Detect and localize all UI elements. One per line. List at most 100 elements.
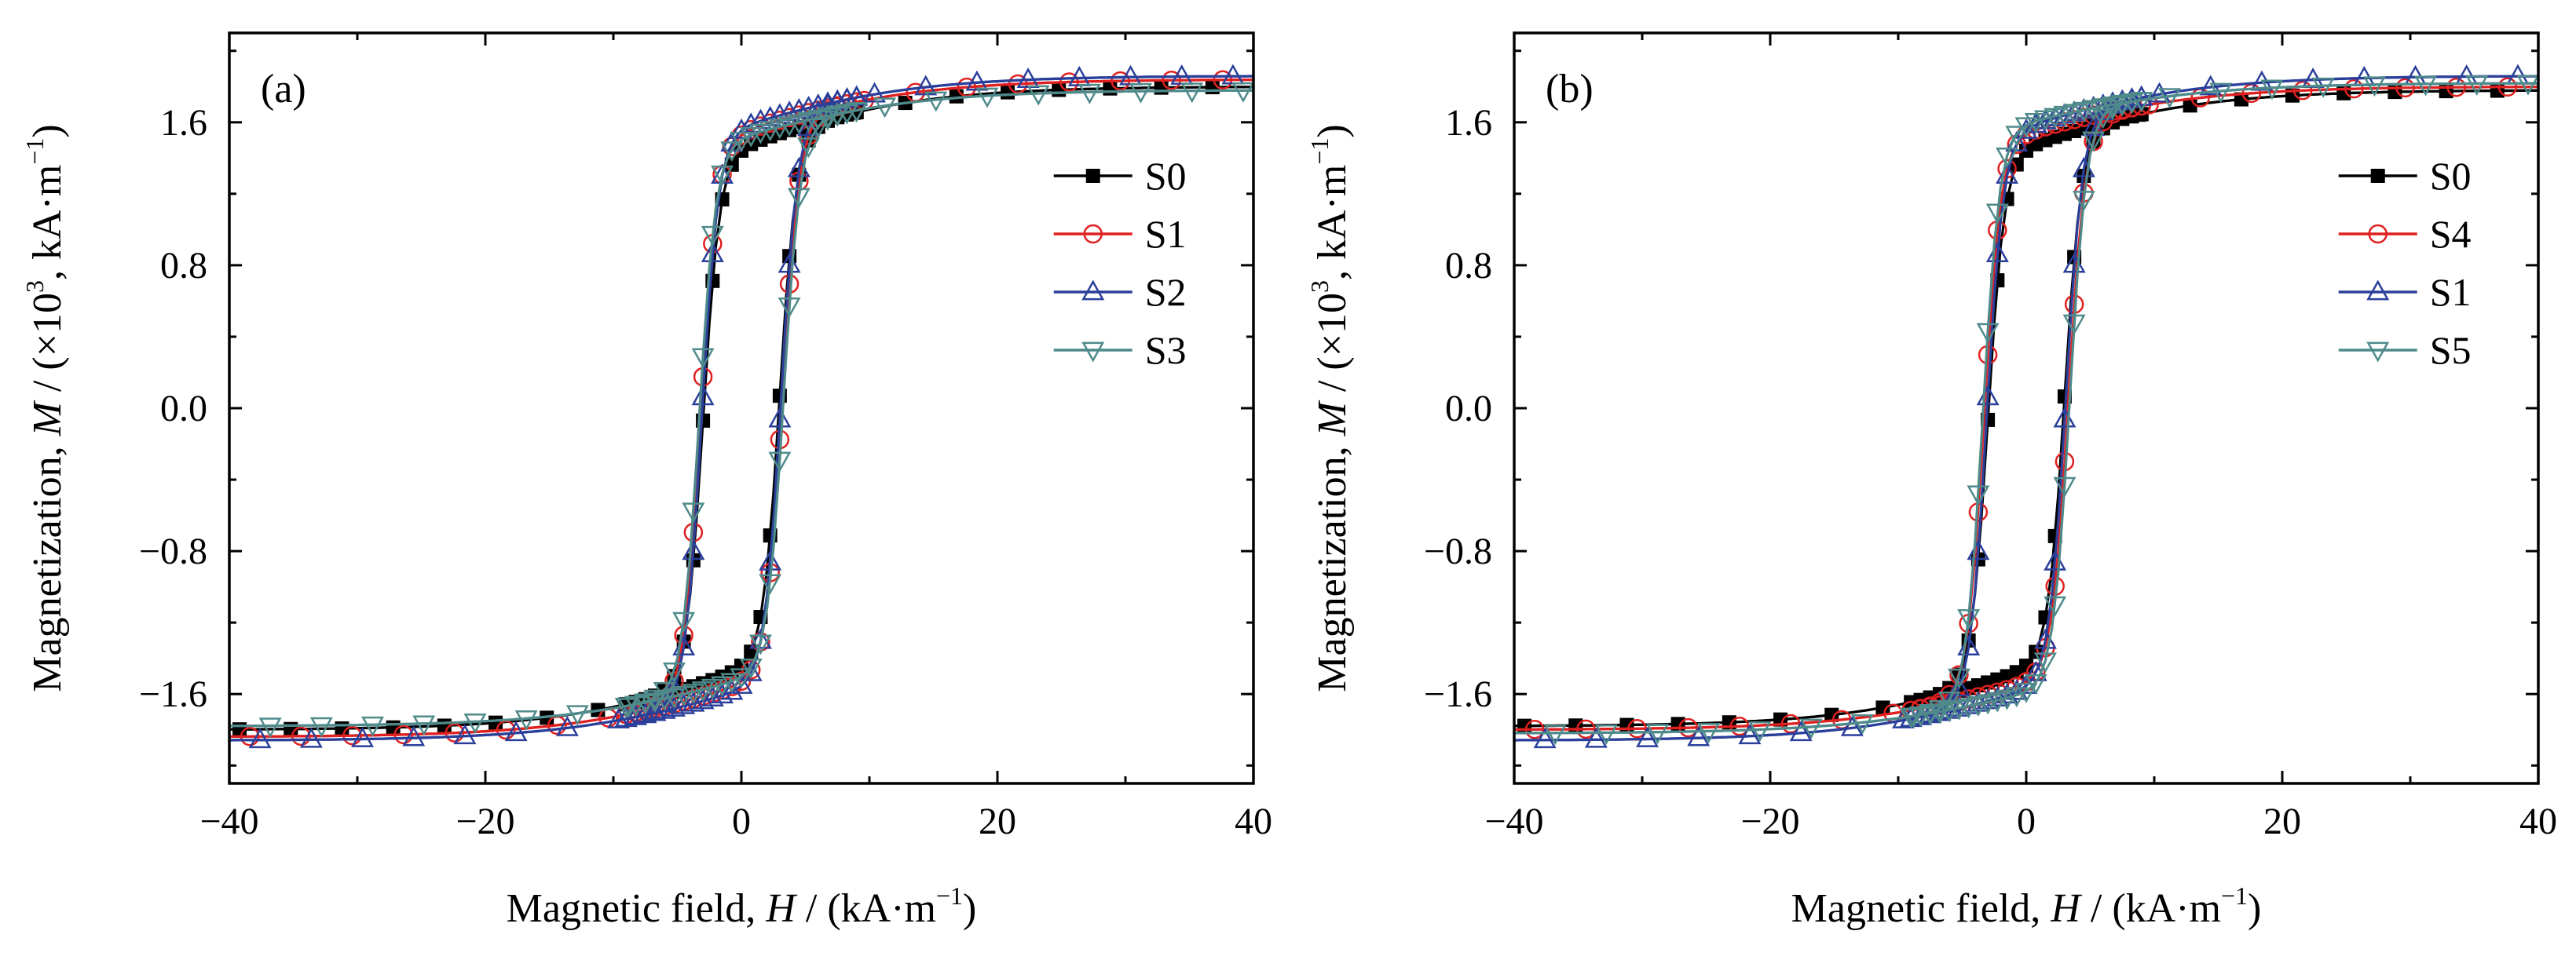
y-tick-label: 0.8 bbox=[1445, 245, 1492, 287]
x-tick-label: 0 bbox=[732, 801, 751, 842]
legend-marker bbox=[1081, 279, 1105, 301]
legend-marker bbox=[1083, 224, 1103, 244]
series-s3-point bbox=[412, 715, 436, 736]
series-s1-point bbox=[1738, 724, 1762, 745]
series-s3-point bbox=[873, 97, 897, 119]
series-s2-point bbox=[768, 407, 792, 428]
series-s2-point bbox=[914, 75, 938, 96]
series-s3-point bbox=[748, 634, 772, 655]
series-s1-point bbox=[1059, 72, 1079, 92]
series-s3-point bbox=[787, 188, 810, 209]
series-s2-point bbox=[248, 728, 272, 749]
x-tick-label: 20 bbox=[2263, 801, 2301, 842]
series-s3-up-branch-line bbox=[229, 89, 1253, 728]
legend-label: S1 bbox=[2430, 270, 2472, 314]
series-s2-point bbox=[863, 82, 887, 103]
series-s3-point bbox=[691, 681, 715, 702]
series-s5-point bbox=[1543, 725, 1567, 746]
series-s0-point bbox=[1517, 718, 1532, 733]
series-s3-point bbox=[759, 574, 782, 595]
legend: S0 S1 S2 S3 bbox=[1053, 154, 1187, 372]
plot-area bbox=[229, 64, 1253, 749]
series-s2-point bbox=[778, 252, 801, 273]
legend-item-s0: S0 bbox=[1053, 154, 1187, 198]
series-s4-down-branch-line bbox=[1514, 86, 2538, 731]
legend-label: S0 bbox=[1145, 154, 1187, 198]
legend-label: S0 bbox=[2430, 154, 2472, 198]
series-s3-point bbox=[514, 710, 538, 731]
series-s3-point bbox=[258, 717, 282, 739]
series-s3-point bbox=[701, 678, 724, 699]
series-s4-point bbox=[2292, 81, 2313, 100]
series-s5-up-branch-line bbox=[1514, 82, 2538, 735]
series-s5-point bbox=[2062, 314, 2086, 335]
legend-item-s4: S4 bbox=[2338, 212, 2472, 256]
series-s3-point bbox=[730, 131, 753, 152]
series-s1-point bbox=[1687, 725, 1711, 747]
series-s1-point bbox=[2199, 75, 2223, 96]
series-s5-point bbox=[2101, 100, 2124, 121]
series-s1-point bbox=[1008, 74, 1028, 94]
panel-a: −40 −20 0 20 40 −1.6 −0.8 0.0 0.8 1.6 (a) Magnetic … bbox=[20, 31, 1272, 931]
series-s3-point bbox=[565, 705, 589, 726]
series-s3-point bbox=[662, 663, 686, 683]
plot-area bbox=[1514, 64, 2538, 749]
series-s0-point bbox=[1875, 700, 1890, 715]
series-s5-point bbox=[2414, 75, 2438, 97]
x-tick-label: 20 bbox=[979, 801, 1016, 842]
series-s4-point bbox=[2344, 78, 2364, 99]
series-s1-point bbox=[1947, 676, 1970, 697]
series-s4-point bbox=[2395, 78, 2415, 98]
series-s4-up-branch-line bbox=[1514, 86, 2538, 731]
series-s1-point bbox=[1162, 71, 1181, 90]
series-s5-point bbox=[2014, 682, 2038, 703]
legend-marker bbox=[2370, 169, 2385, 183]
series-s2-point bbox=[701, 242, 724, 262]
series-s3-point bbox=[1231, 82, 1253, 103]
series-s5-point bbox=[2311, 77, 2335, 98]
series-s1-point bbox=[240, 727, 260, 747]
series-s5-point bbox=[2014, 117, 2038, 138]
x-tick-label: 0 bbox=[2017, 801, 2036, 842]
series-s4-point bbox=[2446, 77, 2466, 97]
series-s5-point bbox=[1985, 692, 2009, 713]
y-tick-label: −1.6 bbox=[1424, 673, 1492, 715]
series-s1-point bbox=[2404, 64, 2428, 86]
x-tick-label: 40 bbox=[1235, 801, 1272, 842]
series-s3-point bbox=[701, 225, 724, 246]
legend-label: S3 bbox=[1145, 328, 1187, 372]
series-s2-point bbox=[662, 695, 686, 717]
series-s2-point bbox=[682, 539, 705, 560]
series-s3-point bbox=[711, 676, 734, 697]
series-s1-point bbox=[2148, 82, 2172, 103]
series-s5-point bbox=[1967, 485, 1990, 506]
series-s1-point bbox=[445, 723, 465, 743]
series-s3-point bbox=[778, 297, 801, 318]
series-s4-point bbox=[1576, 719, 1596, 739]
series-s5-point bbox=[1748, 721, 1772, 742]
series-s5-point bbox=[2072, 191, 2095, 212]
series-s5-point bbox=[2516, 75, 2538, 96]
series-s3-point bbox=[807, 118, 830, 139]
series-s5-point bbox=[2024, 674, 2047, 695]
series-s2-point bbox=[402, 725, 426, 747]
series-s5-point bbox=[2033, 110, 2057, 131]
series-s0-point bbox=[2019, 659, 2033, 673]
series-s5-point bbox=[1850, 714, 1874, 735]
series-s3-point bbox=[748, 123, 772, 144]
series-s5-point bbox=[1996, 689, 2019, 710]
series-s2-point bbox=[504, 721, 528, 742]
series-s0-up-branch-line bbox=[229, 86, 1253, 731]
panel-label: (b) bbox=[1546, 67, 1594, 111]
series-s1-point bbox=[957, 77, 977, 97]
legend-marker bbox=[1085, 169, 1100, 183]
y-tick-label: −1.6 bbox=[139, 673, 207, 715]
legend-item-s0: S0 bbox=[2338, 154, 2472, 198]
series-s3-point bbox=[739, 659, 763, 679]
series-s2-point bbox=[730, 118, 753, 139]
y-tick-label: 0.0 bbox=[1445, 388, 1492, 429]
series-s3-point bbox=[924, 91, 948, 112]
y-tick-label: 1.6 bbox=[160, 102, 207, 144]
series-s5-point bbox=[2465, 75, 2489, 96]
series-s2-point bbox=[607, 707, 631, 728]
